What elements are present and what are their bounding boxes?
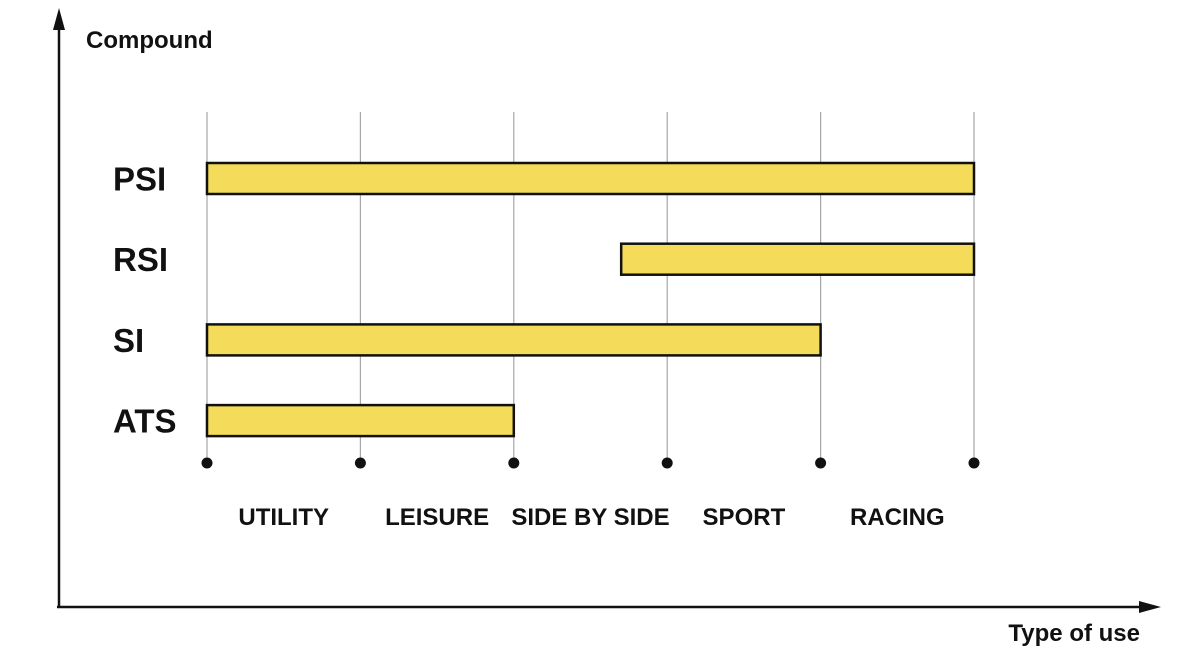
tick-markers xyxy=(201,457,980,469)
row-label-si: SI xyxy=(113,322,144,359)
y-axis-title: Compound xyxy=(86,27,213,54)
range-bar-ats xyxy=(205,403,516,438)
category-labels: UTILITY LEISURE SIDE BY SIDE SPORT RACING xyxy=(238,504,944,531)
range-bar-rsi xyxy=(619,242,976,276)
row-labels: PSI RSI SI ATS xyxy=(113,161,177,440)
range-bar-psi xyxy=(205,161,976,196)
tick-marker xyxy=(201,457,213,469)
category-label: LEISURE xyxy=(385,504,489,531)
category-label: UTILITY xyxy=(238,504,329,531)
x-axis-arrow xyxy=(1139,601,1161,613)
category-label: SPORT xyxy=(703,504,786,531)
tick-marker xyxy=(661,457,673,469)
tick-marker xyxy=(968,457,980,469)
category-label: SIDE BY SIDE xyxy=(511,504,669,531)
range-bar-si xyxy=(205,323,822,357)
x-axis-title: Type of use xyxy=(1008,620,1140,647)
category-label: RACING xyxy=(850,504,945,531)
range-bars xyxy=(205,161,976,438)
row-label-ats: ATS xyxy=(113,403,177,440)
tick-marker xyxy=(815,457,827,469)
row-label-rsi: RSI xyxy=(113,241,168,278)
axes xyxy=(53,8,1161,613)
tick-marker xyxy=(354,457,366,469)
tick-marker xyxy=(508,457,520,469)
y-axis-arrow xyxy=(53,8,65,30)
row-label-psi: PSI xyxy=(113,161,166,198)
